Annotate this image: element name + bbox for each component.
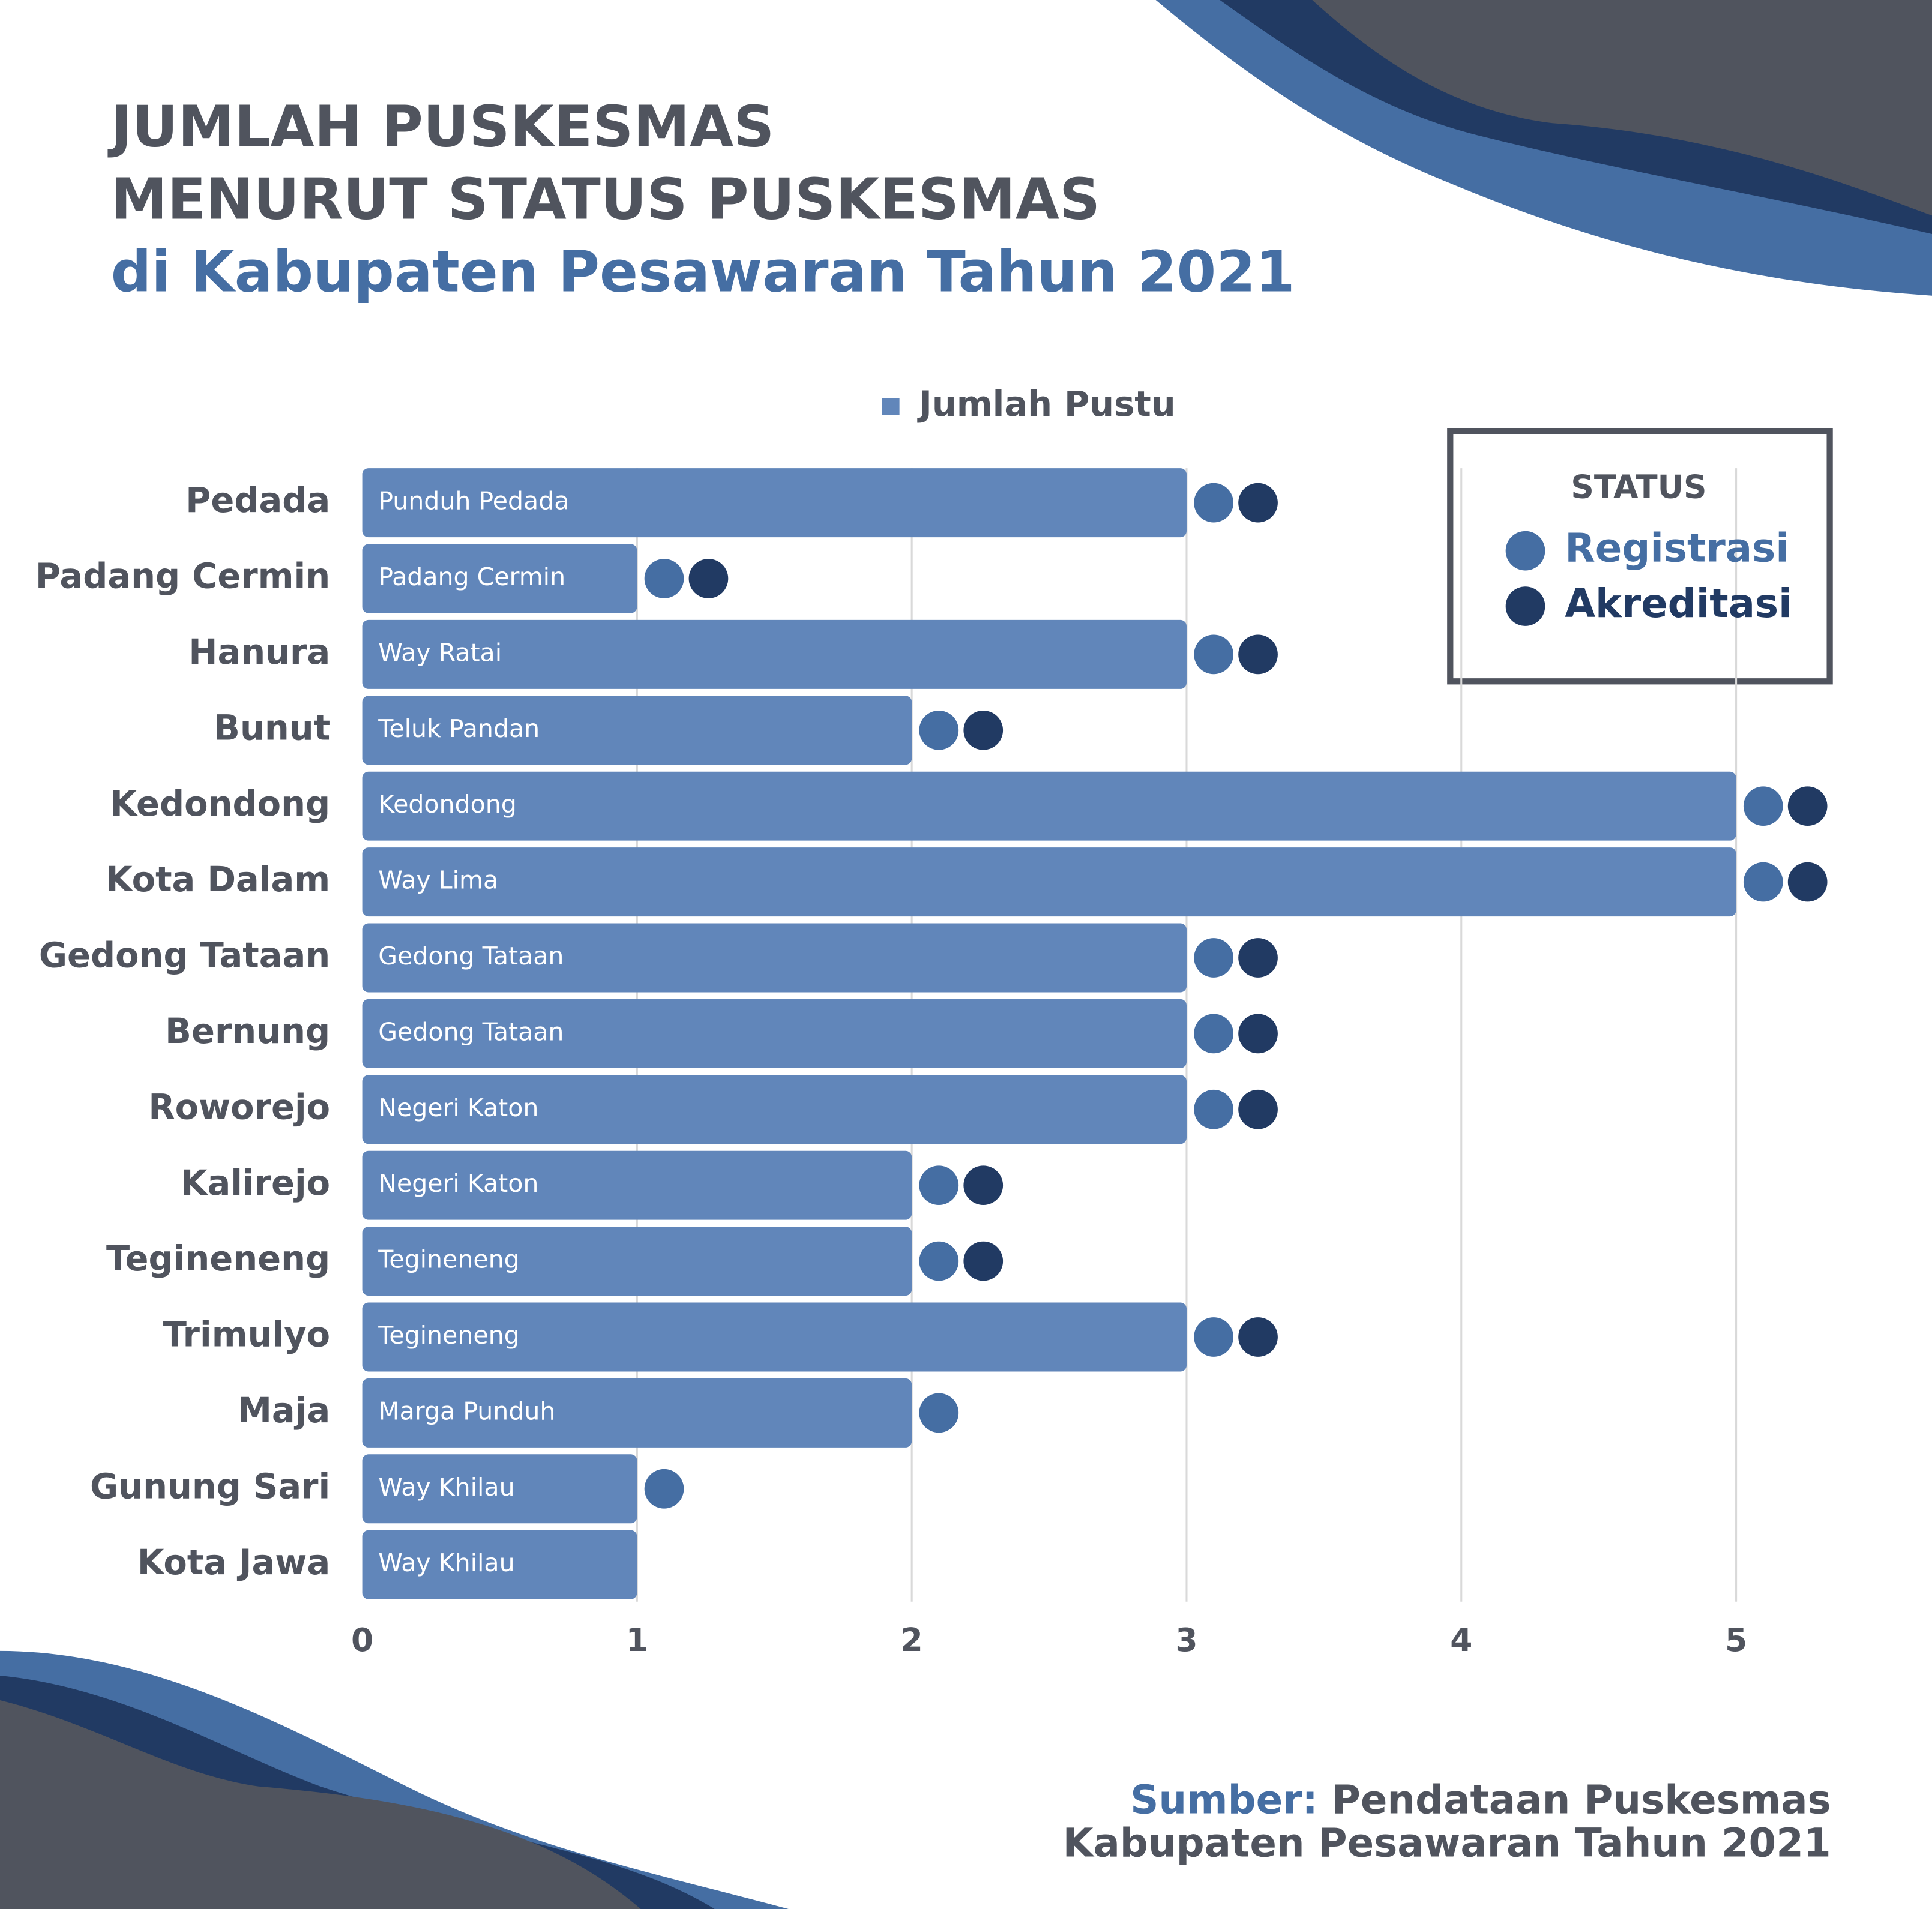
x-tick-label: 3 — [1175, 1621, 1197, 1659]
bar — [362, 468, 1187, 538]
y-tick-label: Gedong Tataan — [39, 936, 330, 976]
status-dot — [919, 1241, 959, 1281]
y-tick-label: Padang Cermin — [35, 556, 330, 597]
y-tick-label: Pedada — [185, 480, 330, 520]
bar — [362, 544, 637, 613]
bar — [362, 1454, 637, 1524]
bar-label: Negeri Katon — [378, 1093, 538, 1122]
status-dot — [1194, 634, 1233, 675]
bar — [362, 619, 1187, 689]
status-dot — [919, 710, 959, 750]
bar-label: Way Khilau — [378, 1548, 514, 1577]
status-dot — [1194, 1089, 1233, 1129]
status-dot — [1238, 634, 1278, 675]
chart-title: JUMLAH PUSKESMAS — [107, 94, 775, 160]
bar-label: Way Ratai — [378, 638, 502, 667]
status-dot — [1238, 1014, 1278, 1054]
y-tick-label: Trimulyo — [163, 1315, 330, 1355]
y-tick-label: Kota Jawa — [137, 1542, 330, 1583]
status-dot — [963, 1241, 1004, 1281]
bar-label: Punduh Pedada — [378, 487, 569, 516]
chart-subtitle: di Kabupaten Pesawaran Tahun 2021 — [111, 239, 1295, 305]
y-tick-label: Bunut — [214, 708, 330, 748]
bar-label: Tegineneng — [378, 1321, 519, 1350]
status-dot — [1787, 862, 1828, 902]
x-tick-label: 2 — [901, 1621, 923, 1659]
bar — [362, 1302, 1187, 1372]
source-text: Pendataan Puskesmas — [1332, 1777, 1831, 1823]
status-dot — [1743, 786, 1783, 826]
status-dot — [1743, 862, 1783, 902]
bar-label: Gedong Tataan — [378, 942, 564, 970]
y-tick-label: Kalirejo — [181, 1163, 330, 1203]
bar — [362, 923, 1187, 993]
status-dot — [1194, 938, 1233, 978]
bar — [362, 1227, 912, 1296]
status-dot — [688, 559, 729, 598]
bar — [362, 1075, 1187, 1144]
status-dot — [963, 710, 1004, 750]
status-dot — [1194, 483, 1233, 523]
status-legend-dot — [1505, 586, 1545, 626]
status-dot — [644, 559, 684, 598]
status-dot — [1238, 483, 1278, 523]
bar — [362, 999, 1187, 1068]
source-text: Kabupaten Pesawaran Tahun 2021 — [1063, 1820, 1831, 1866]
decor-wave — [0, 1700, 641, 1909]
bar — [362, 771, 1736, 841]
status-dot — [1194, 1317, 1233, 1357]
status-dot — [919, 1393, 959, 1433]
y-tick-label: Maja — [238, 1390, 330, 1431]
source-label: Sumber: — [1130, 1777, 1318, 1823]
y-tick-label: Kota Dalam — [106, 859, 330, 900]
bar — [362, 1150, 912, 1220]
status-dot — [644, 1469, 684, 1509]
bar-label: Negeri Katon — [378, 1169, 538, 1198]
status-dot — [1238, 1089, 1278, 1129]
x-tick-label: 0 — [351, 1621, 373, 1659]
bar-label: Tegineneng — [378, 1245, 519, 1274]
bar — [362, 1378, 912, 1448]
status-legend-dot — [1505, 531, 1545, 571]
status-dot — [1238, 1317, 1278, 1357]
bar-label: Gedong Tataan — [378, 1017, 564, 1046]
status-dot — [1194, 1014, 1233, 1054]
bar — [362, 1530, 637, 1599]
legend-swatch — [882, 398, 900, 415]
y-tick-label: Hanura — [188, 632, 330, 672]
status-dot — [1787, 786, 1828, 826]
status-legend-title: STATUS — [1571, 468, 1706, 506]
source: Sumber: Pendataan Puskesmas — [1130, 1777, 1831, 1823]
chart-title: MENURUT STATUS PUSKESMAS — [111, 167, 1100, 233]
status-dot — [919, 1165, 959, 1206]
status-legend-label: Akreditasi — [1565, 581, 1792, 627]
x-tick-label: 5 — [1725, 1621, 1747, 1659]
y-tick-label: Bernung — [165, 1011, 330, 1051]
y-tick-label: Gunung Sari — [90, 1466, 330, 1506]
bar-label: Way Lima — [378, 866, 498, 895]
bar — [362, 847, 1736, 917]
legend-label: Jumlah Pustu — [916, 384, 1175, 424]
bar — [362, 696, 912, 765]
bar-label: Way Khilau — [378, 1473, 514, 1502]
status-legend-label: Registrasi — [1565, 526, 1789, 571]
status-dot — [963, 1165, 1004, 1206]
bar-label: Teluk Pandan — [378, 714, 540, 743]
bar-label: Padang Cermin — [378, 562, 565, 591]
y-tick-label: Tegineneng — [106, 1239, 330, 1279]
status-dot — [1238, 938, 1278, 978]
x-tick-label: 4 — [1450, 1621, 1472, 1659]
bar-label: Kedondong — [378, 790, 517, 819]
bar-label: Marga Punduh — [378, 1396, 555, 1425]
y-tick-label: Kedondong — [110, 784, 330, 824]
y-tick-label: Roworejo — [148, 1087, 330, 1127]
decor-wave — [1312, 0, 1932, 216]
x-tick-label: 1 — [626, 1621, 648, 1659]
